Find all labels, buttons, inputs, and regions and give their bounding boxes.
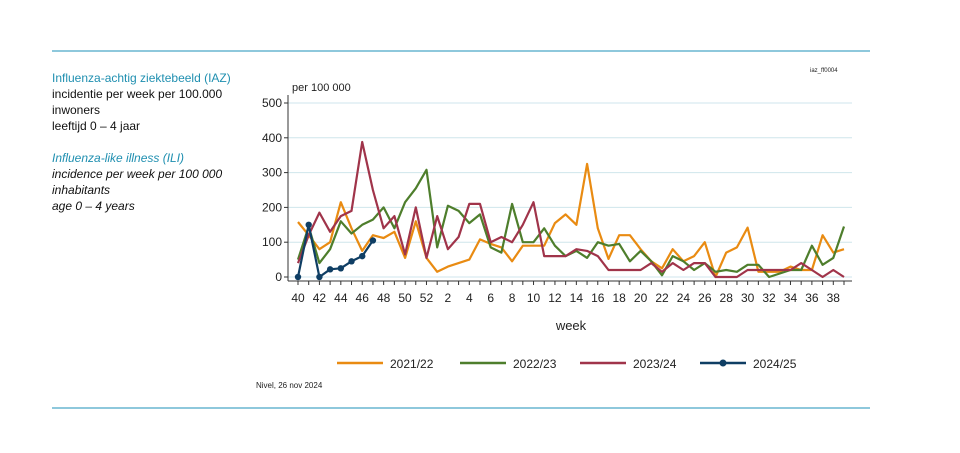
x-tick-label: 26 xyxy=(698,291,712,305)
x-tick-label: 52 xyxy=(420,291,434,305)
data-point-2024-25 xyxy=(294,273,302,281)
english-age-line: age 0 – 4 years xyxy=(52,199,135,213)
series-line-2021-22 xyxy=(297,162,845,279)
x-tick-label: 6 xyxy=(487,291,494,305)
y-tick-label: 100 xyxy=(262,235,282,249)
x-tick-label: 48 xyxy=(377,291,391,305)
y-tick-label: 200 xyxy=(262,200,282,214)
x-tick-label: 18 xyxy=(612,291,626,305)
legend-label-2024-25: 2024/25 xyxy=(753,357,797,371)
x-tick-label: 12 xyxy=(548,291,562,305)
dutch-age-line: leeftijd 0 – 4 jaar xyxy=(52,119,141,133)
x-tick-label: 10 xyxy=(527,291,541,305)
x-tick-label: 16 xyxy=(591,291,605,305)
x-tick-label: 32 xyxy=(762,291,776,305)
x-tick-label: 22 xyxy=(655,291,669,305)
y-tick-label: 0 xyxy=(275,270,282,284)
x-tick-label: 34 xyxy=(784,291,798,305)
chart-description: Influenza-achtig ziektebeeld (IAZ) incid… xyxy=(52,70,252,214)
dutch-description-line: incidentie per week per 100.000 xyxy=(52,87,223,101)
source-credit: Nivel, 26 nov 2024 xyxy=(256,381,323,390)
x-tick-label: 8 xyxy=(509,291,516,305)
top-rule xyxy=(52,50,870,52)
x-tick-label: 42 xyxy=(313,291,327,305)
data-point-2024-25 xyxy=(348,258,355,265)
x-tick-label: 30 xyxy=(741,291,755,305)
x-tick-label: 28 xyxy=(720,291,734,305)
dutch-description-line: inwoners xyxy=(52,103,101,117)
series-line-2022-23 xyxy=(296,168,846,279)
legend-label-2022-23: 2022/23 xyxy=(513,357,557,371)
legend-label-2021-22: 2021/22 xyxy=(390,357,434,371)
y-axis-label: per 100 000 xyxy=(292,82,351,94)
x-tick-label: 40 xyxy=(291,291,305,305)
english-description-line: inhabitants xyxy=(52,183,111,197)
x-tick-label: 38 xyxy=(827,291,841,305)
x-tick-label: 46 xyxy=(356,291,370,305)
y-tick-label: 500 xyxy=(262,96,282,110)
data-point-2024-25 xyxy=(359,252,366,260)
legend-marker xyxy=(719,359,727,367)
bottom-rule xyxy=(52,407,870,409)
data-point-2024-25 xyxy=(326,266,334,273)
x-tick-label: 50 xyxy=(398,291,412,305)
y-tick-label: 400 xyxy=(262,131,282,145)
x-tick-label: 44 xyxy=(334,291,348,305)
x-tick-label: 20 xyxy=(634,291,648,305)
x-tick-label: 14 xyxy=(570,291,584,305)
english-description-line: incidence per week per 100 000 xyxy=(52,167,223,181)
data-point-2024-25 xyxy=(305,221,312,228)
x-tick-label: 4 xyxy=(466,291,473,305)
chart-id: iaz_ff0004 xyxy=(810,68,838,74)
x-tick-label: 2 xyxy=(445,291,452,305)
x-axis-label: week xyxy=(555,318,587,333)
data-point-2024-25 xyxy=(337,265,345,272)
y-tick-label: 300 xyxy=(262,166,282,180)
dutch-title: Influenza-achtig ziektebeeld (IAZ) xyxy=(52,71,231,85)
data-point-2024-25 xyxy=(369,237,377,244)
data-point-2024-25 xyxy=(316,273,323,281)
x-tick-label: 24 xyxy=(677,291,691,305)
legend-label-2023-24: 2023/24 xyxy=(633,357,677,371)
english-title: Influenza-like illness (ILI) xyxy=(52,151,185,165)
series-line-2023-24 xyxy=(296,140,845,279)
x-tick-label: 36 xyxy=(805,291,819,305)
